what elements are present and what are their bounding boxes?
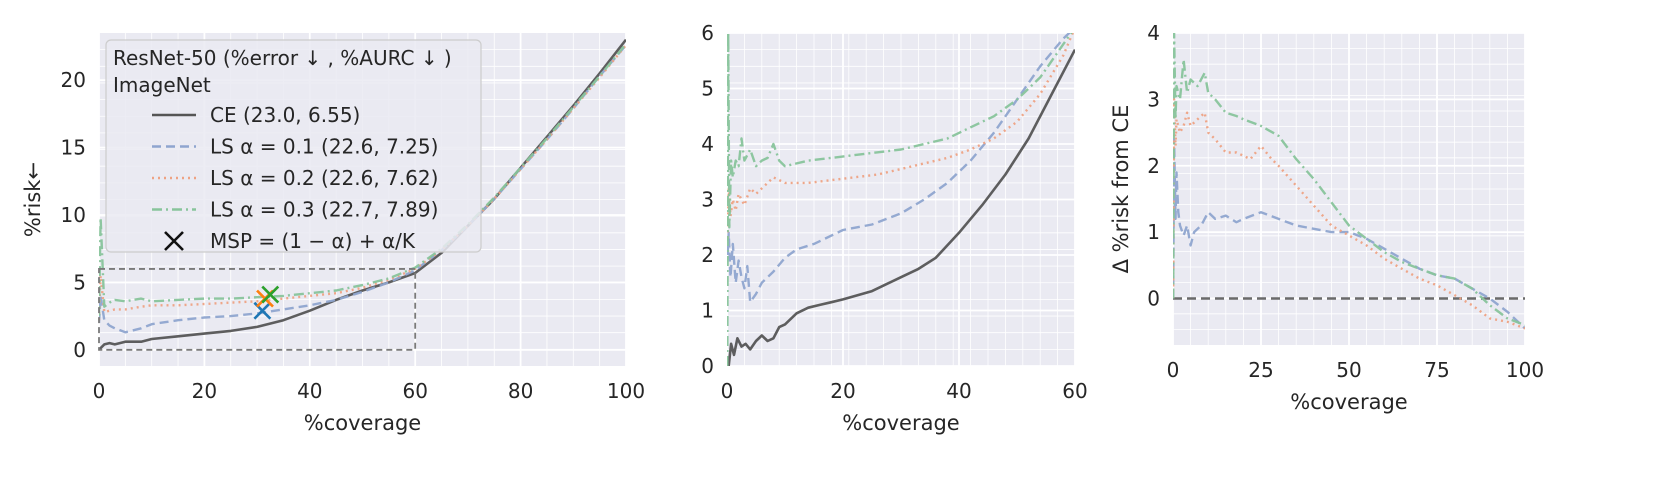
legend-entry-label: CE (23.0, 6.55) [210, 103, 360, 127]
y-tick-label: 5 [73, 270, 86, 294]
plot-lines [1173, 33, 1525, 330]
x-axis-label: %coverage [304, 411, 421, 435]
series-line [1173, 33, 1525, 327]
legend-marker-x-icon [164, 231, 184, 251]
delta-risk-chart: 0 25 50 75 100 0 1 2 3 4 %coverage Δ %risk from CE [1109, 21, 1544, 414]
grid [1172, 32, 1526, 345]
msp-marker [261, 285, 280, 304]
x-tick-label: 25 [1248, 358, 1273, 382]
legend-entry-label: LS α = 0.3 (22.7, 7.89) [210, 198, 438, 222]
zoom-region-box [98, 268, 417, 351]
y-tick-label: 15 [61, 136, 86, 160]
x-tick-label: 40 [297, 379, 322, 403]
y-tick-label: 1 [701, 299, 714, 323]
y-tick-label: 3 [701, 188, 714, 212]
legend-title: ResNet-50 (%error ↓ , %AURC ↓ ) [113, 46, 452, 70]
x-tick-label: 60 [402, 379, 427, 403]
y-tick-label: 2 [1147, 154, 1160, 178]
coverage-risk-zoom-chart: 0 20 40 60 0 1 2 3 4 5 6 %coverage [701, 21, 1087, 435]
y-tick-label: 6 [701, 21, 714, 45]
plot-lines [99, 38, 626, 351]
y-axis-label: Δ %risk from CE [1109, 105, 1133, 274]
y-tick-label: 2 [701, 243, 714, 267]
coverage-risk-full-chart: 0 20 40 60 80 100 0 5 10 15 20 %coverage %risk← ResNe… [21, 33, 645, 435]
y-tick-label: 0 [701, 354, 714, 378]
y-tick-label: 4 [701, 132, 714, 156]
y-tick-label: 4 [1147, 21, 1160, 45]
legend-entry-label: MSP = (1 − α) + α/K [210, 229, 416, 253]
legend: ResNet-50 (%error ↓ , %AURC ↓ ) ImageNet C… [105, 39, 482, 253]
y-tick-label: 0 [73, 338, 86, 362]
series-line [727, 33, 1071, 304]
series-line [727, 48, 1075, 366]
x-tick-label: 0 [1167, 358, 1180, 382]
legend-box [105, 39, 482, 253]
x-tick-label: 80 [508, 379, 533, 403]
series-line [99, 43, 626, 317]
x-tick-label: 40 [946, 379, 971, 403]
y-tick-label: 1 [1147, 220, 1160, 244]
x-tick-label: 100 [607, 379, 645, 403]
y-tick-label: 0 [1147, 287, 1160, 311]
y-tick-label: 5 [701, 77, 714, 101]
plot-lines [727, 33, 1075, 366]
y-tick-label: 20 [61, 68, 86, 92]
legend-entry-label: LS α = 0.2 (22.6, 7.62) [210, 166, 438, 190]
x-tick-label: 0 [93, 379, 106, 403]
y-tick-label: 10 [61, 203, 86, 227]
x-axis-label: %coverage [842, 411, 959, 435]
x-tick-label: 60 [1062, 379, 1087, 403]
x-tick-label: 50 [1336, 358, 1361, 382]
x-tick-label: 100 [1506, 358, 1544, 382]
series-line [727, 33, 1073, 366]
x-tick-label: 75 [1424, 358, 1449, 382]
x-tick-label: 20 [192, 379, 217, 403]
x-tick-label: 20 [830, 379, 855, 403]
y-tick-label: 3 [1147, 87, 1160, 111]
legend-title: ImageNet [113, 73, 211, 97]
grid [726, 32, 1076, 367]
x-tick-label: 0 [721, 379, 734, 403]
x-axis-label: %coverage [1290, 390, 1407, 414]
legend-entry-label: LS α = 0.1 (22.6, 7.25) [210, 135, 438, 159]
y-axis-label: %risk← [21, 162, 45, 237]
